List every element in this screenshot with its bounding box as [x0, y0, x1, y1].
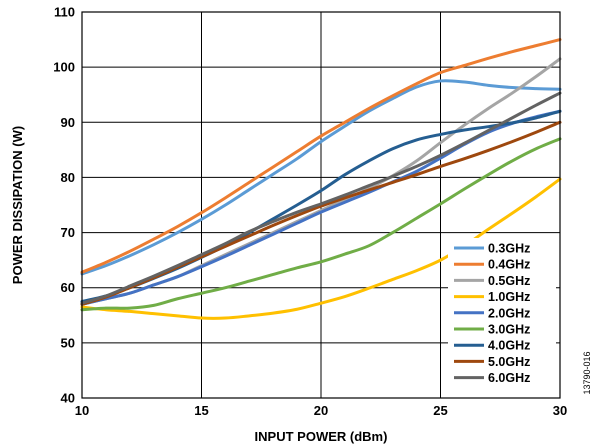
- x-tick-label: 25: [433, 403, 447, 418]
- legend-label: 0.4GHz: [488, 258, 530, 272]
- y-tick-label: 100: [53, 60, 75, 75]
- y-tick-label: 90: [61, 115, 75, 130]
- x-tick-label: 10: [75, 403, 89, 418]
- y-tick-label: 50: [61, 335, 75, 350]
- legend-label: 3.0GHz: [488, 323, 530, 337]
- x-tick-labels: 10 15 20 25 30: [75, 403, 567, 418]
- series-line-0-4ghz: [80, 38, 562, 274]
- x-tick-label: 20: [314, 403, 328, 418]
- figure-id: 13790-016: [582, 351, 592, 394]
- series-line-0-3ghz: [80, 79, 562, 276]
- legend-label: 0.3GHz: [488, 242, 530, 256]
- series-line-1-0ghz: [80, 177, 562, 320]
- series-line-5-0ghz: [80, 120, 562, 306]
- legend-label: 4.0GHz: [488, 339, 530, 353]
- y-axis-title: POWER DISSIPATION (W): [10, 126, 25, 284]
- x-axis-title: INPUT POWER (dBm): [255, 429, 388, 444]
- x-tick-label: 30: [553, 403, 567, 418]
- series-line-3-0ghz: [80, 137, 562, 312]
- series-lines: [80, 38, 562, 320]
- series-line-6-0ghz: [80, 91, 562, 305]
- plot-frame: [81, 11, 561, 399]
- legend-label: 0.5GHz: [488, 274, 530, 288]
- y-tick-label: 40: [61, 391, 75, 406]
- legend-label: 1.0GHz: [488, 290, 530, 304]
- legend-label: 2.0GHz: [488, 306, 530, 320]
- y-tick-label: 70: [61, 225, 75, 240]
- legend-label: 5.0GHz: [488, 355, 530, 369]
- y-tick-label: 60: [61, 280, 75, 295]
- legend-label: 6.0GHz: [488, 371, 530, 385]
- legend: 0.3GHz 0.4GHz 0.5GHz 1.0GHz 2.0GHz 3.0GHz 4.0G…: [448, 238, 556, 390]
- y-tick-labels: 40 50 60 70 80 90 100 110: [53, 5, 75, 406]
- y-tick-label: 80: [61, 170, 75, 185]
- y-tick-label: 110: [54, 5, 75, 20]
- x-tick-label: 15: [194, 403, 208, 418]
